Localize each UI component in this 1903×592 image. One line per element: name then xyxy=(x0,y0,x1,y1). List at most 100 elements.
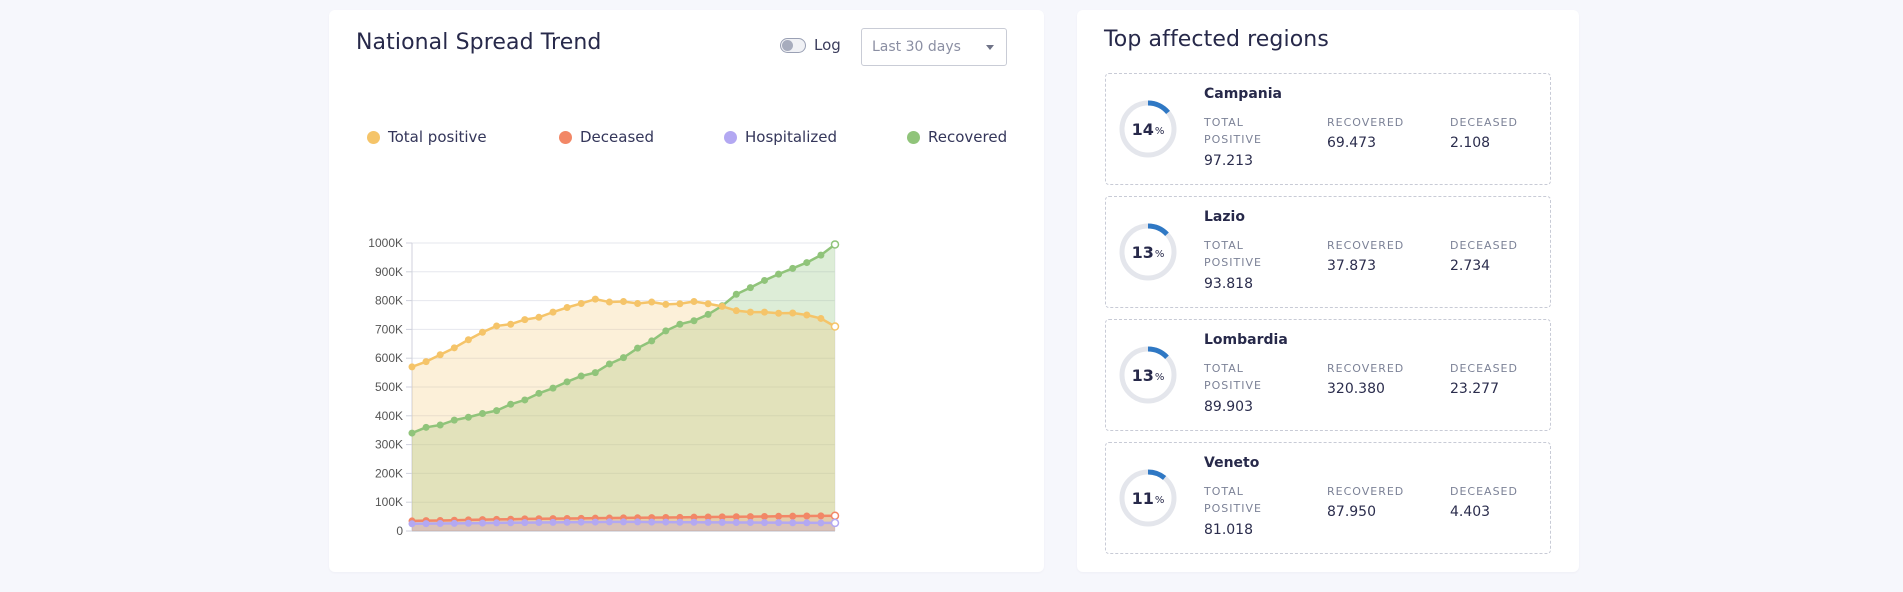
recovered-value: 69.473 xyxy=(1327,135,1376,151)
point-hospitalized xyxy=(817,519,825,527)
region-card[interactable]: 11% Veneto TOTAL POSITIVE 81.018 RECOVER… xyxy=(1105,442,1551,554)
point-total-positive xyxy=(803,311,811,319)
point-recovered xyxy=(817,251,825,259)
point-recovered xyxy=(422,423,430,431)
point-hospitalized xyxy=(830,518,840,528)
region-card[interactable]: 13% Lazio TOTAL POSITIVE 93.818 RECOVERE… xyxy=(1105,196,1551,308)
ring-arc xyxy=(1119,469,1177,527)
point-recovered xyxy=(479,409,486,417)
log-switch-knob xyxy=(782,39,793,51)
share-sign: % xyxy=(1154,248,1165,260)
point-recovered xyxy=(803,259,811,267)
point-deceased xyxy=(789,512,797,520)
point-total-positive xyxy=(464,336,472,344)
point-total-positive xyxy=(789,309,797,317)
region-name: Veneto xyxy=(1204,455,1260,471)
point-recovered xyxy=(634,344,642,352)
total-positive-label: TOTAL POSITIVE xyxy=(1204,116,1262,146)
point-hospitalized xyxy=(789,519,797,527)
total-positive-value: 89.903 xyxy=(1204,399,1253,415)
share-percent: 13% xyxy=(1118,222,1178,282)
share-percent: 13% xyxy=(1118,345,1178,405)
y-tick-label: 200K xyxy=(375,466,403,480)
point-hospitalized xyxy=(563,518,571,526)
share-sign: % xyxy=(1154,494,1165,506)
point-total-positive xyxy=(704,300,712,308)
y-tick-label: 500K xyxy=(375,380,403,394)
region-card[interactable]: 14% Campania TOTAL POSITIVE 97.213 RECOV… xyxy=(1105,73,1551,185)
legend-label-total-positive: Total positive xyxy=(388,128,487,146)
point-total-positive xyxy=(493,322,501,330)
legend-item-deceased[interactable]: Deceased xyxy=(559,128,654,146)
deceased-value: 4.403 xyxy=(1450,504,1491,520)
chevron-down-icon xyxy=(986,45,994,50)
deceased-label: DECEASED xyxy=(1450,116,1518,129)
share-sign: % xyxy=(1154,125,1165,137)
point-recovered xyxy=(620,354,627,362)
legend-item-hospitalized[interactable]: Hospitalized xyxy=(724,128,837,146)
point-deceased xyxy=(830,511,840,520)
point-deceased xyxy=(817,512,825,520)
y-tick-label: 100K xyxy=(375,495,403,509)
point-hospitalized xyxy=(422,520,430,528)
point-hospitalized xyxy=(450,519,458,527)
deceased-value: 2.734 xyxy=(1450,258,1491,274)
chart-legend: Total positive Deceased Hospitalized Rec… xyxy=(367,128,1007,150)
total-positive-value: 81.018 xyxy=(1204,522,1253,538)
legend-dot-hospitalized xyxy=(724,130,737,144)
point-hospitalized xyxy=(803,519,811,527)
legend-item-total-positive[interactable]: Total positive xyxy=(367,128,487,146)
point-hospitalized xyxy=(690,518,698,526)
ring-arc xyxy=(1119,223,1177,281)
deceased-value: 2.108 xyxy=(1450,135,1491,151)
legend-label-deceased: Deceased xyxy=(580,128,655,146)
deceased-label: DECEASED xyxy=(1450,239,1518,252)
date-range-select[interactable]: Last 30 days xyxy=(861,28,1007,66)
legend-item-recovered[interactable]: Recovered xyxy=(907,128,1007,146)
recovered-value: 37.873 xyxy=(1327,258,1376,274)
total-positive-value: 93.818 xyxy=(1204,276,1253,292)
point-total-positive xyxy=(422,358,430,366)
point-recovered xyxy=(775,270,783,278)
total-positive-label: TOTAL POSITIVE xyxy=(1204,485,1262,515)
point-total-positive xyxy=(577,299,585,307)
point-hospitalized xyxy=(549,518,557,526)
recovered-label: RECOVERED xyxy=(1327,239,1405,252)
y-tick-label: 400K xyxy=(375,409,403,423)
point-deceased xyxy=(690,513,698,521)
point-deceased xyxy=(746,513,754,521)
date-range-value: Last 30 days xyxy=(872,39,961,55)
point-hospitalized xyxy=(746,519,754,527)
deceased-label: DECEASED xyxy=(1450,485,1518,498)
share-value: 13 xyxy=(1131,242,1154,262)
point-recovered xyxy=(521,396,529,404)
point-recovered xyxy=(662,327,670,335)
point-hospitalized xyxy=(436,520,444,528)
point-hospitalized xyxy=(408,520,416,528)
point-total-positive xyxy=(591,295,599,303)
point-recovered xyxy=(563,378,571,386)
point-hospitalized xyxy=(591,518,599,526)
point-hospitalized xyxy=(605,518,613,526)
spread-trend-chart: 0 100K 200K 300K 400K 500K 600K 700K 800K 900K 100… xyxy=(368,236,840,538)
total-positive-label: TOTAL POSITIVE xyxy=(1204,362,1262,392)
point-total-positive xyxy=(634,299,642,307)
ring-arc xyxy=(1119,100,1177,158)
share-value: 11 xyxy=(1131,488,1154,508)
legend-label-hospitalized: Hospitalized xyxy=(745,128,837,146)
point-recovered xyxy=(830,240,840,249)
deceased-value: 23.277 xyxy=(1450,381,1499,397)
point-hospitalized xyxy=(648,518,656,526)
point-total-positive xyxy=(620,297,627,305)
point-total-positive xyxy=(746,308,754,316)
point-hospitalized xyxy=(704,518,712,526)
region-name: Campania xyxy=(1204,86,1282,102)
point-deceased xyxy=(704,513,712,521)
log-switch[interactable] xyxy=(780,37,806,53)
recovered-label: RECOVERED xyxy=(1327,116,1405,129)
region-card[interactable]: 13% Lombardia TOTAL POSITIVE 89.903 RECO… xyxy=(1105,319,1551,431)
share-sign: % xyxy=(1154,371,1165,383)
point-hospitalized xyxy=(493,519,501,527)
log-toggle[interactable]: Log xyxy=(780,36,841,54)
point-hospitalized xyxy=(521,519,529,527)
